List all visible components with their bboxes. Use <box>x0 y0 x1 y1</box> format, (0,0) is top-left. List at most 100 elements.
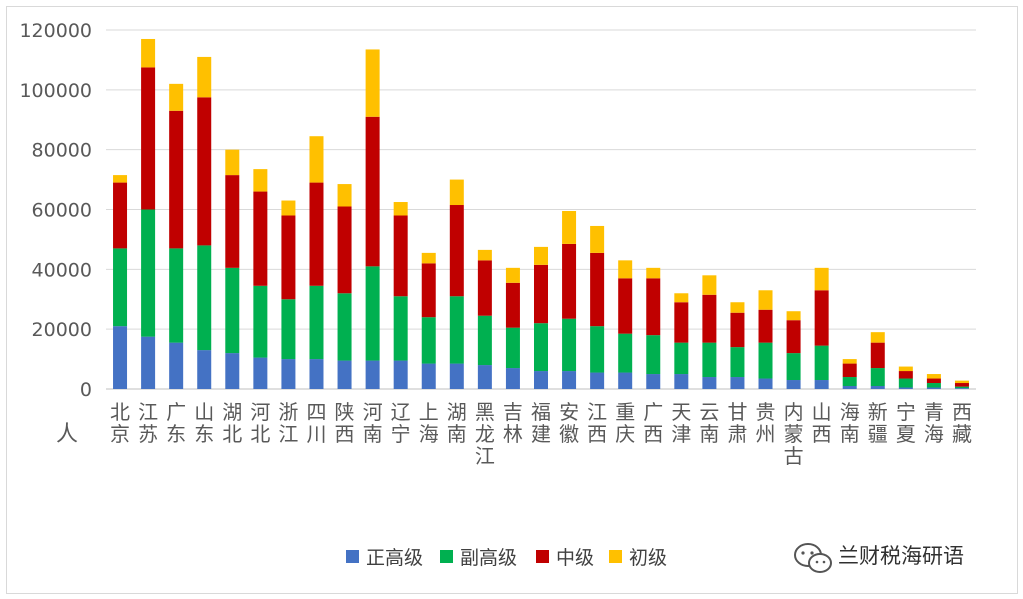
bar-segment <box>337 184 352 207</box>
x-tick-label: 江西 <box>587 400 607 446</box>
bar-segment <box>926 378 941 384</box>
bar-segment <box>505 267 520 283</box>
bar-segment <box>197 245 212 351</box>
x-tick-label: 江苏 <box>138 400 158 446</box>
x-axis: 北京江苏广东山东湖北河北浙江四川陕西河南辽宁上海湖南黑龙江吉林福建安徽江西重庆广… <box>110 400 972 468</box>
bar-segment <box>309 136 324 183</box>
x-tick-label: 广东 <box>166 400 186 446</box>
bar-segment <box>674 374 689 389</box>
bar-segment <box>197 350 212 389</box>
bar-segment <box>786 311 801 321</box>
bar-segment <box>842 386 857 389</box>
bar-segment <box>449 205 464 297</box>
wechat-icon <box>794 543 832 573</box>
x-tick-label: 湖北 <box>222 400 242 446</box>
x-tick-label: 四川 <box>306 400 326 446</box>
y-tick-label: 80000 <box>32 140 92 162</box>
x-tick-label: 浙江 <box>278 400 298 446</box>
x-tick-label: 陕西 <box>335 400 355 446</box>
bar-segment <box>113 175 128 183</box>
x-tick-label: 甘肃 <box>727 400 747 446</box>
x-tick-label: 贵州 <box>756 400 776 446</box>
bar-segment <box>730 377 745 389</box>
bar-segment <box>393 202 408 216</box>
bar-segment <box>534 323 548 372</box>
bar-segment <box>281 200 296 216</box>
bar-segment <box>169 248 184 343</box>
bar-segment <box>702 294 717 343</box>
bar-segment <box>421 252 436 264</box>
bar-segment <box>477 315 492 366</box>
bar-segment <box>169 83 184 111</box>
bar-segment <box>870 386 885 389</box>
bar-segment <box>786 380 801 389</box>
bar-segment <box>169 110 184 249</box>
legend-label: 初级 <box>629 547 667 569</box>
bar-segment <box>337 360 352 389</box>
bar-segment <box>281 299 296 360</box>
bar-segment <box>898 387 913 389</box>
bar-segment <box>562 210 577 244</box>
unit-label: 人 <box>56 422 78 447</box>
bar-segment <box>730 347 745 378</box>
bar-segment <box>534 264 548 324</box>
bar-segment <box>141 209 156 337</box>
bar-segment <box>281 359 296 389</box>
bar-segment <box>870 368 885 387</box>
bar-segment <box>309 182 324 286</box>
bar-segment <box>113 182 128 249</box>
bar-segment <box>365 360 380 389</box>
x-tick-label: 重庆 <box>615 400 635 446</box>
bar-segment <box>954 386 969 389</box>
bar-segment <box>618 278 633 334</box>
bar-segment <box>926 383 941 388</box>
bar-segment <box>954 380 969 384</box>
bar-segment <box>253 357 268 389</box>
x-tick-label: 内蒙古 <box>784 400 804 468</box>
bar-segment <box>113 248 128 327</box>
bar-segment <box>393 296 408 361</box>
x-tick-label: 山西 <box>812 400 832 446</box>
x-tick-label: 山东 <box>194 400 214 446</box>
bar-segment <box>562 243 577 319</box>
y-tick-label: 120000 <box>19 20 92 42</box>
bar-segment <box>898 378 913 388</box>
legend-label: 正高级 <box>366 547 423 569</box>
gridlines <box>106 29 976 390</box>
x-tick-label: 黑龙江 <box>475 400 495 468</box>
x-tick-label: 宁夏 <box>896 400 916 446</box>
bar-segment <box>590 225 605 253</box>
bar-segment <box>870 332 885 343</box>
bar-segment <box>253 191 268 286</box>
bar-segment <box>562 371 577 389</box>
bar-segment <box>449 296 464 364</box>
bar-segment <box>253 285 268 358</box>
x-tick-label: 广西 <box>643 400 663 446</box>
bar-segment <box>842 363 857 378</box>
bar-segment <box>674 302 689 343</box>
bar-segment <box>954 383 969 387</box>
bar-segment <box>393 360 408 389</box>
y-tick-label: 60000 <box>32 200 92 222</box>
x-tick-label: 河北 <box>250 400 270 446</box>
bar-segment <box>618 372 633 389</box>
x-tick-label: 河南 <box>363 400 383 446</box>
bar-segment <box>926 374 941 379</box>
bar-segment <box>814 345 829 381</box>
bar-segment <box>197 97 212 246</box>
bar-segment <box>618 260 633 279</box>
bar-segment <box>702 275 717 295</box>
bar-segment <box>814 290 829 346</box>
legend-label: 中级 <box>556 547 594 569</box>
y-tick-label: 100000 <box>19 80 92 102</box>
legend: 正高级 副高级 中级 初级 <box>346 547 667 569</box>
bar-segment <box>505 282 520 328</box>
x-tick-label: 湖南 <box>447 400 467 446</box>
bar-segment <box>253 169 268 192</box>
bar-groups <box>113 38 969 389</box>
x-tick-label: 西藏 <box>952 400 972 446</box>
y-tick-label: 20000 <box>32 319 92 341</box>
x-tick-label: 吉林 <box>503 400 523 446</box>
bar-segment <box>141 67 156 210</box>
